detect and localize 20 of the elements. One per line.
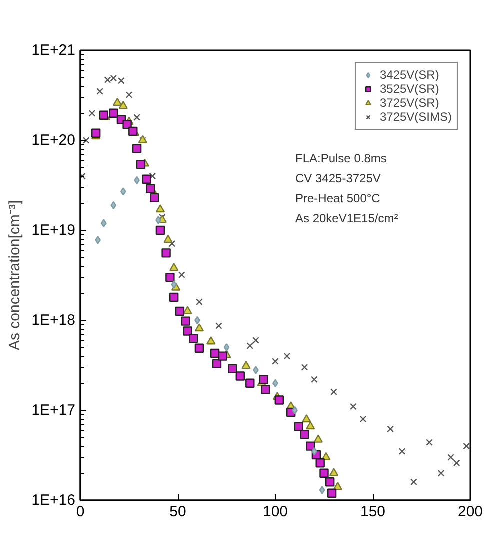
legend-label: 3725V(SIMS) <box>380 110 452 124</box>
x-tick-label: 0 <box>76 504 85 520</box>
y-tick-label: 1E+19 <box>32 222 76 239</box>
legend-label: 3525V(SR) <box>380 82 440 96</box>
y-tick-label: 1E+17 <box>32 402 76 419</box>
y-tick-label: 1E+21 <box>32 42 76 59</box>
legend-label: 3725V(SR) <box>380 96 440 110</box>
annotation: CV 3425-3725V <box>296 172 381 186</box>
annotation: FLA:Pulse 0.8ms <box>296 152 387 166</box>
y-axis-title: As concentration[cm⁻³] <box>6 200 24 351</box>
annotation: As 20keV1E15/cm² <box>296 212 398 226</box>
y-tick-label: 1E+18 <box>32 312 76 329</box>
legend-label: 3425V(SR) <box>380 68 440 82</box>
x-tick-label: 100 <box>262 504 288 520</box>
y-tick-label: 1E+16 <box>32 492 76 509</box>
x-tick-label: 200 <box>458 504 484 520</box>
x-tick-label: 50 <box>170 504 186 520</box>
annotation: Pre-Heat 500°C <box>296 192 381 206</box>
y-tick-label: 1E+20 <box>32 132 76 149</box>
x-tick-label: 150 <box>360 504 386 520</box>
